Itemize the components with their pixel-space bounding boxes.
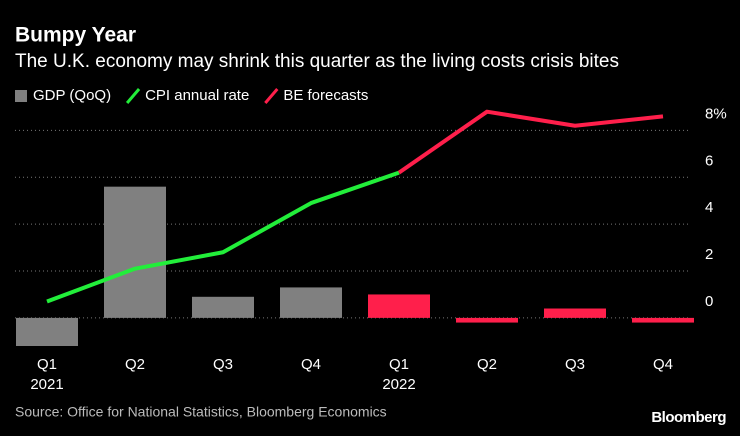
bar: [632, 317, 694, 323]
y-tick-label: 2: [705, 246, 713, 263]
x-tick-label: Q2: [477, 356, 497, 373]
legend-label: BE forecasts: [283, 87, 368, 104]
line: [397, 109, 664, 175]
bar: [104, 186, 166, 318]
x-tick-label: Q4: [301, 356, 321, 373]
bar: [544, 308, 606, 318]
chart-title: Bumpy Year: [15, 24, 136, 47]
source: Source: Office for National Statistics, …: [15, 404, 387, 420]
x-tick-label: Q2: [125, 356, 145, 373]
x-tick-label: 2022: [382, 376, 415, 393]
x-tick-label: Q4: [653, 356, 673, 373]
legend-label: GDP (QoQ): [33, 87, 111, 104]
y-tick-label: 6: [705, 152, 713, 169]
legend-swatch: [125, 88, 141, 104]
brand: Bloomberg: [651, 409, 726, 426]
legend-label: CPI annual rate: [145, 87, 249, 104]
legend-swatch: [15, 90, 27, 102]
x-tick-label: Q3: [213, 356, 233, 373]
chart-subtitle: The U.K. economy may shrink this quarter…: [15, 51, 619, 72]
x-tick-label: Q1: [389, 356, 409, 373]
bar: [280, 287, 342, 318]
x-tick-label: Q3: [565, 356, 585, 373]
bar: [192, 296, 254, 318]
legend-swatch: [264, 88, 279, 104]
y-tick-label: 8%: [705, 105, 727, 122]
legend: GDP (QoQ) CPI annual rate BE forecasts: [15, 87, 368, 104]
y-tick-label: 0: [705, 293, 713, 310]
line: [46, 170, 400, 304]
bar: [16, 317, 78, 346]
bar: [456, 317, 518, 323]
x-tick-label: Q1: [37, 356, 57, 373]
y-tick-label: 4: [705, 199, 713, 216]
x-tick-label: 2021: [30, 376, 63, 393]
bar: [368, 294, 430, 318]
